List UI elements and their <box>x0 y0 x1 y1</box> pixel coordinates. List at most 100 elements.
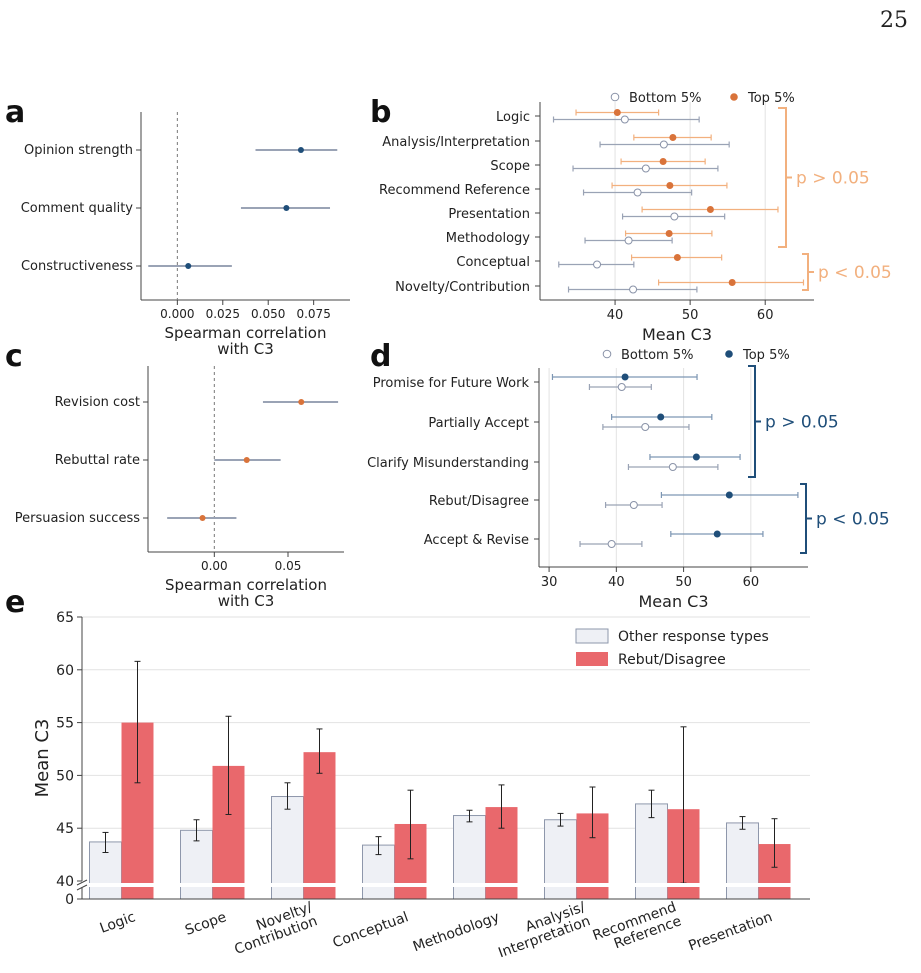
significance-bracket <box>802 253 814 291</box>
x-tick-label: 0.05 <box>275 559 302 573</box>
panel-label-d: d <box>370 339 391 374</box>
axis-break-mark <box>76 879 88 886</box>
category-label: Scope <box>490 159 530 174</box>
x-axis-label: with C3 <box>217 340 274 358</box>
category-label-line: Methodology <box>411 909 502 955</box>
category-label: Persuasion success <box>15 511 140 526</box>
estimate-point-top <box>621 373 629 381</box>
estimate-point <box>283 205 290 211</box>
category-label: Scope <box>183 909 229 939</box>
category-label: Constructiveness <box>21 259 133 274</box>
category-label-line: Logic <box>98 909 138 937</box>
estimate-point-top <box>657 413 665 421</box>
category-label: Revision cost <box>55 395 140 410</box>
significance-label: p < 0.05 <box>816 510 890 530</box>
x-axis-label: with C3 <box>218 592 275 610</box>
category-label: Comment quality <box>21 201 134 216</box>
legend-marker-bottom <box>610 92 620 102</box>
axis-break-gap <box>74 883 812 887</box>
estimate-point-bottom <box>624 236 633 245</box>
category-label: Conceptual <box>331 909 411 951</box>
legend-label-bottom: Bottom 5% <box>621 348 693 363</box>
axis-break-mark <box>76 884 88 891</box>
x-tick-label: 50 <box>682 308 699 323</box>
estimate-point-bottom <box>620 115 629 124</box>
estimate-point-top <box>713 530 721 538</box>
estimate-point-top <box>673 254 681 261</box>
x-tick-label: 60 <box>743 575 760 590</box>
category-label: Opinion strength <box>24 143 133 158</box>
estimate-point-bottom <box>593 260 602 269</box>
x-tick-label: 0.050 <box>251 307 285 321</box>
estimate-point-bottom <box>659 140 668 149</box>
legend-marker-top <box>730 93 738 101</box>
page-number: 25 <box>880 8 908 33</box>
x-tick-label: 40 <box>608 575 625 590</box>
category-label: Partially Accept <box>428 416 529 431</box>
estimate-point <box>199 515 206 521</box>
y-tick-label: 0 <box>65 892 74 908</box>
estimate-point-bottom <box>617 383 626 391</box>
category-label: Logic <box>496 110 530 125</box>
x-axis-label: Mean C3 <box>642 325 712 344</box>
significance-bracket <box>800 483 812 554</box>
y-tick-label: 65 <box>56 610 74 626</box>
legend-label-top: Top 5% <box>742 348 790 363</box>
estimate-point-top <box>666 182 674 189</box>
x-tick-label: 0.025 <box>206 307 240 321</box>
y-tick-label: 45 <box>56 821 74 837</box>
significance-label: p < 0.05 <box>818 263 892 283</box>
panel-label-a: a <box>5 95 25 130</box>
estimate-point-top <box>706 206 714 213</box>
category-label: Logic <box>98 909 138 937</box>
estimate-point-bottom <box>641 164 650 173</box>
legend-marker-bottom <box>602 349 612 359</box>
estimate-point-bottom <box>670 212 679 221</box>
category-label: Methodology <box>411 909 502 955</box>
estimate-point-top <box>692 453 700 461</box>
estimate-point <box>243 457 250 463</box>
x-tick-label: 40 <box>607 308 624 323</box>
y-tick-label: 40 <box>56 874 74 890</box>
x-tick-label: 0.075 <box>296 307 330 321</box>
x-tick-label: 30 <box>541 575 558 590</box>
estimate-point-top <box>613 109 621 116</box>
category-label: Conceptual <box>456 255 530 270</box>
estimate-point <box>297 147 304 153</box>
x-axis-label: Spearman correlation <box>165 324 327 342</box>
x-tick-label: 60 <box>757 308 774 323</box>
legend-label-top: Top 5% <box>747 91 795 106</box>
panel-label-e: e <box>5 585 25 620</box>
estimate-point-bottom <box>629 285 638 294</box>
estimate-point-bottom <box>633 188 642 197</box>
category-label: Presentation <box>448 207 530 222</box>
category-label: Recommend Reference <box>379 183 530 198</box>
y-tick-label: 55 <box>56 716 74 732</box>
category-label: Analysis/Interpretation <box>496 899 592 961</box>
category-label: Presentation <box>686 909 774 954</box>
significance-bracket <box>748 365 761 478</box>
bar-other <box>271 796 304 900</box>
legend-label-bottom: Bottom 5% <box>629 91 701 106</box>
category-label: Analysis/Interpretation <box>382 135 530 150</box>
legend-swatch-other <box>575 628 609 644</box>
estimate-point-bottom <box>668 463 677 471</box>
x-tick-label: 0.00 <box>201 559 228 573</box>
x-tick-label: 0.000 <box>160 307 194 321</box>
estimate-point-bottom <box>629 501 638 509</box>
category-label: Clarify Misunderstanding <box>367 456 529 471</box>
y-tick-label: 50 <box>56 768 74 784</box>
significance-label: p > 0.05 <box>765 413 839 433</box>
estimate-point-top <box>728 279 736 286</box>
y-tick-label: 60 <box>56 663 74 679</box>
legend-label-other: Other response types <box>618 629 769 645</box>
estimate-point-top <box>669 134 677 141</box>
estimate-point <box>298 399 305 405</box>
panel-label-c: c <box>5 339 23 374</box>
legend-label-rebut: Rebut/Disagree <box>618 652 726 668</box>
x-axis-label: Spearman correlation <box>165 576 327 594</box>
category-label: Novelty/Contribution <box>395 280 530 295</box>
estimate-point-top <box>659 158 667 165</box>
